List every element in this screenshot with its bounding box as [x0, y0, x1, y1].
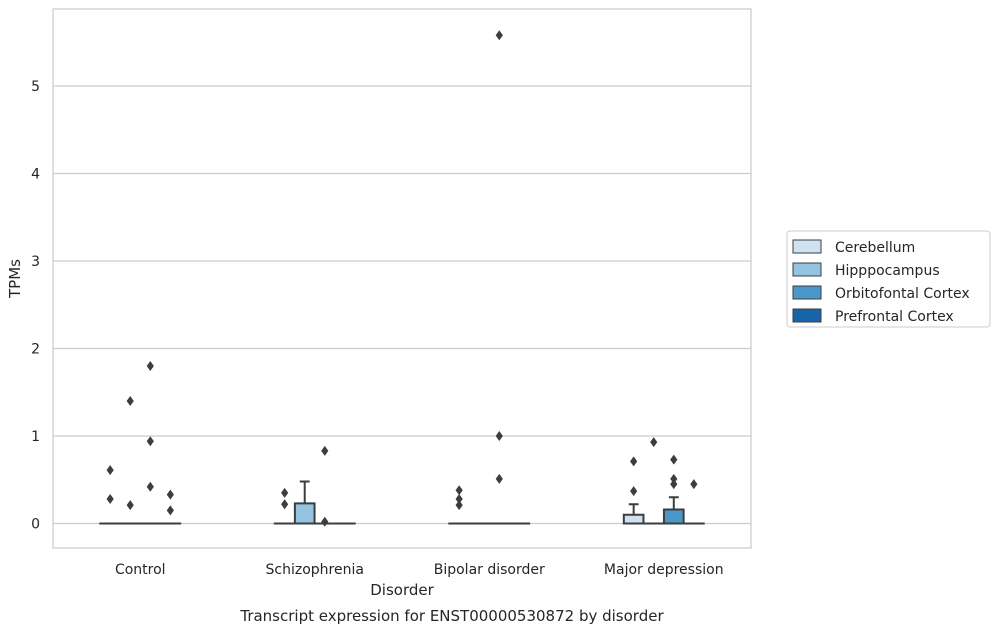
outlier-point [321, 516, 329, 527]
outlier-point [166, 489, 174, 500]
y-tick-label: 1 [31, 429, 40, 445]
outlier-point [455, 500, 463, 511]
y-tick-label: 3 [31, 254, 40, 270]
legend-label: Orbitofontal Cortex [835, 286, 970, 302]
x-tick-label: Bipolar disorder [434, 562, 545, 578]
outlier-point [495, 473, 503, 484]
box-body [293, 502, 316, 525]
y-tick-label: 4 [31, 167, 40, 183]
plot-area-frame [52, 8, 752, 549]
outlier-point [281, 487, 289, 498]
outlier-point [146, 436, 154, 447]
outlier-point [630, 456, 638, 467]
y-axis-ticks: 0 1 2 3 4 5 [31, 79, 40, 533]
y-tick-label: 0 [31, 517, 40, 533]
gridlines [53, 85, 751, 525]
legend: Cerebellum Hipppocampus Orbitofontal Corte… [786, 230, 991, 328]
outlier-point [670, 454, 678, 465]
outlier-point [106, 465, 114, 476]
outlier-point [495, 431, 503, 441]
x-tick-label: Major depression [604, 562, 724, 578]
box-body [622, 513, 645, 525]
outlier-point [455, 485, 463, 496]
box-body [662, 508, 685, 525]
outlier-point [670, 473, 678, 484]
legend-label: Hipppocampus [835, 263, 940, 279]
outlier-point [630, 486, 638, 497]
legend-swatch [792, 239, 822, 254]
outlier-point [321, 445, 329, 456]
outlier-point [146, 361, 154, 371]
series-orbitofontal-cortex [139, 30, 685, 527]
series-hipppocampus [119, 396, 665, 525]
x-tick-label: Control [115, 562, 166, 578]
outlier-point [455, 494, 463, 504]
series-cerebellum [99, 456, 645, 525]
y-axis-label: TPMs [6, 259, 24, 299]
box-series [99, 30, 705, 527]
x-tick-label: Schizophrenia [266, 562, 364, 578]
legend-swatch [792, 308, 822, 323]
legend-frame [786, 230, 991, 328]
outlier-point [126, 500, 134, 511]
outlier-point [146, 481, 154, 492]
outlier-point [281, 499, 289, 510]
legend-label: Prefrontal Cortex [835, 309, 954, 325]
y-tick-label: 2 [31, 342, 40, 358]
outlier-point [670, 479, 678, 490]
outlier-point [126, 396, 134, 406]
outlier-point [106, 494, 114, 504]
y-tick-label: 5 [31, 79, 40, 95]
chart-title: Transcript expression for ENST0000053087… [239, 607, 664, 625]
outlier-point [495, 30, 503, 41]
x-axis-label: Disorder [370, 581, 434, 599]
x-axis-ticks: Control Schizophrenia Bipolar disorder Majo… [115, 562, 724, 578]
series-prefrontal-cortex [159, 479, 705, 525]
outlier-point [166, 505, 174, 516]
legend-swatch [792, 262, 822, 277]
legend-swatch [792, 285, 822, 300]
outlier-point [690, 479, 698, 490]
legend-label: Cerebellum [835, 240, 915, 256]
outlier-point [650, 437, 658, 448]
